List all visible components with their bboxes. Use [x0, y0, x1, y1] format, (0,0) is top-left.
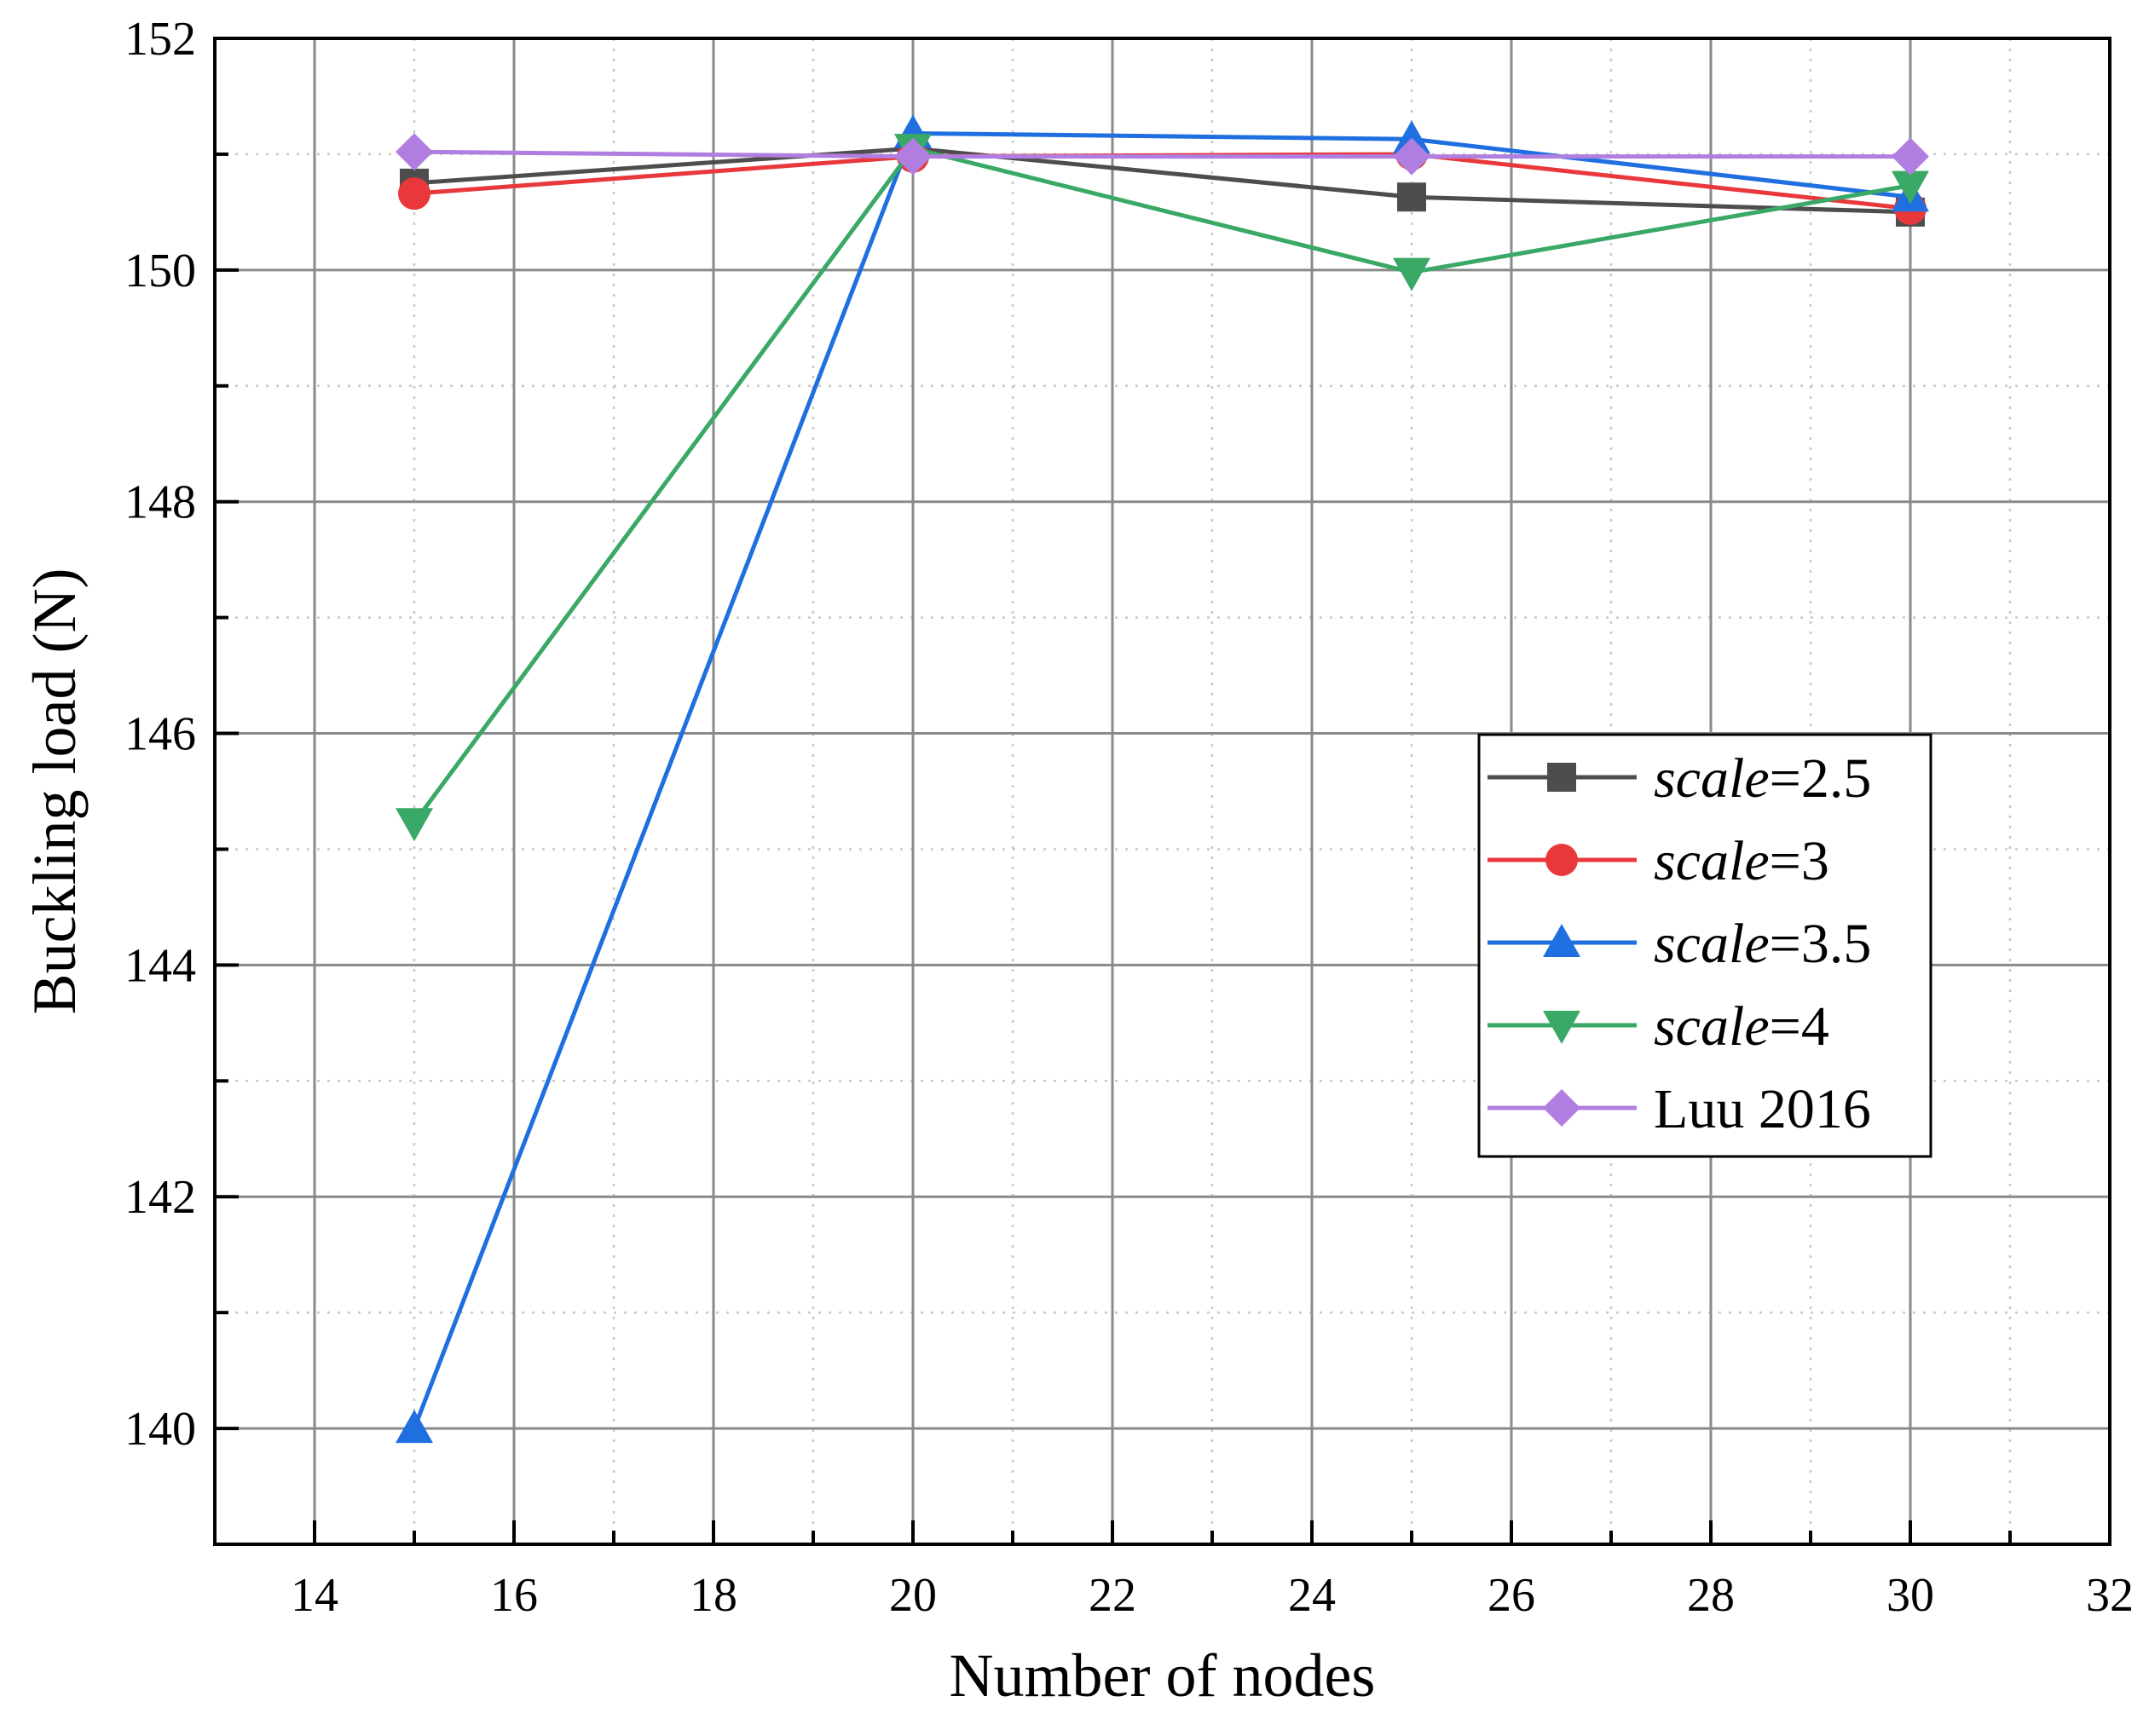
y-tick-label: 148	[124, 476, 196, 529]
legend-marker	[1547, 763, 1576, 792]
legend-label-italic: scale	[1654, 995, 1770, 1058]
x-axis-title: Number of nodes	[950, 1641, 1376, 1710]
legend-label-italic: scale	[1654, 913, 1770, 975]
y-tick-label: 146	[124, 708, 196, 761]
x-tick-label: 18	[690, 1569, 737, 1622]
x-tick-label: 24	[1288, 1569, 1336, 1622]
grid	[213, 38, 2110, 1546]
data-point	[1393, 120, 1430, 154]
legend-label-rest: =4	[1770, 995, 1829, 1058]
x-tick-label: 26	[1488, 1569, 1535, 1622]
series-line	[412, 146, 1911, 824]
x-tick-label: 28	[1687, 1569, 1735, 1622]
legend-label: Luu 2016	[1654, 1078, 1871, 1140]
legend-label: scale=4	[1654, 995, 1829, 1058]
data-point	[1393, 137, 1430, 176]
legend-label: scale=3	[1654, 830, 1829, 892]
plot-frame	[213, 37, 2111, 1546]
y-tick-label: 144	[124, 939, 196, 992]
y-tick-label: 152	[124, 13, 196, 66]
y-tick-label: 140	[124, 1403, 196, 1456]
x-tick-label: 30	[1886, 1569, 1934, 1622]
legend-label-rest: =3.5	[1770, 913, 1872, 975]
x-tick-label: 14	[291, 1569, 338, 1622]
legend-label-rest: Luu 2016	[1654, 1078, 1871, 1140]
axis-ticks	[213, 37, 2111, 1546]
series-line	[413, 146, 1911, 215]
legend-marker	[1545, 844, 1578, 876]
legend-label: scale=2.5	[1654, 747, 1871, 810]
legend-entry: scale=3	[1488, 830, 1829, 892]
legend-entry: scale=4	[1488, 995, 1829, 1058]
x-tick-label: 32	[2086, 1569, 2134, 1622]
data-point	[398, 177, 430, 211]
tick-labels: 14 16 18 20 22 24 26 28 30 32 140 142 144 146 148 150 15…	[124, 13, 2134, 1622]
legend-label-rest: =3	[1770, 830, 1829, 892]
data-point	[1393, 257, 1430, 291]
legend-marker	[1543, 1089, 1580, 1127]
legend-entry: scale=3.5	[1488, 913, 1871, 975]
y-axis-title: Buckling load (N)	[20, 568, 89, 1015]
legend-marker	[1543, 1011, 1580, 1044]
plot-series	[396, 114, 1929, 1444]
data-point	[1397, 182, 1426, 212]
legend-entry: scale=2.5	[1488, 747, 1871, 810]
x-tick-label: 20	[889, 1569, 937, 1622]
legend-label-italic: scale	[1654, 830, 1770, 892]
data-point	[1892, 137, 1929, 176]
legend-entry: Luu 2016	[1488, 1078, 1871, 1140]
series-line	[412, 130, 1911, 1429]
legend-label: scale=3.5	[1654, 913, 1871, 975]
data-point	[396, 1410, 433, 1444]
y-tick-label: 150	[124, 245, 196, 297]
series-line	[413, 149, 1910, 159]
legend-label-rest: =2.5	[1770, 747, 1872, 810]
x-tick-label: 22	[1089, 1569, 1136, 1622]
series-luu-2016	[396, 133, 1929, 176]
data-point	[396, 808, 433, 842]
legend-marker	[1543, 924, 1580, 957]
legend-label-italic: scale	[1654, 747, 1770, 810]
data-point	[1892, 170, 1929, 205]
data-point	[894, 137, 932, 176]
data-point	[396, 133, 433, 171]
y-tick-label: 142	[124, 1171, 196, 1224]
x-tick-label: 16	[490, 1569, 538, 1622]
